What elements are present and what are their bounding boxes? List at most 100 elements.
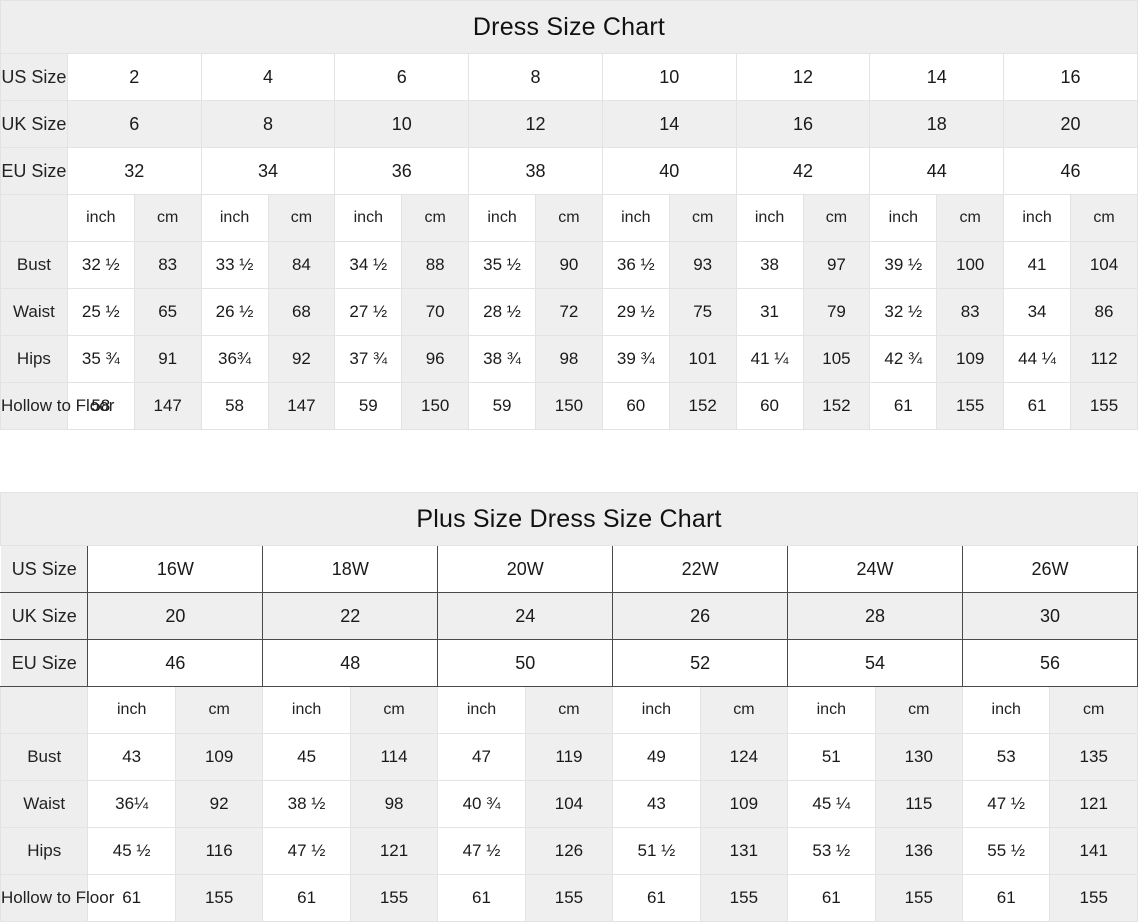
table-cell: 104 [524,780,614,828]
table-cell: 90 [535,241,603,289]
table-row-hips: Hips 35 ¾ 91 36¾ 92 37 ¾ 96 38 ¾ 98 39 ¾… [0,335,1138,383]
table-cell: 20 [1003,100,1138,148]
table-cell: 14 [601,100,737,148]
table-row-units: inch cm inch cm inch cm inch cm inch cm … [0,686,1138,734]
table-cell: 92 [174,780,264,828]
table-cell: 26W [961,545,1138,593]
table-cell: 22W [612,545,789,593]
table-cell: 16 [1003,53,1138,101]
table-cell: 155 [174,874,264,922]
table-cell: 136 [874,827,963,875]
table-cell: 10 [601,53,737,101]
table-cell: 36¾ [200,335,269,383]
dress-size-chart-block: Dress Size Chart US Size 2 4 6 8 10 12 1… [0,0,1138,430]
table-cell: 44 ¼ [1003,335,1071,383]
table-cell: 28 [787,592,963,640]
table-cell: 130 [874,733,963,781]
table-cell: 39 ½ [869,241,938,289]
table-cell: 61 [1003,382,1071,430]
table-cell: 155 [874,874,963,922]
page-title: Plus Size Dress Size Chart [0,492,1138,546]
table-cell: 59 [334,382,403,430]
unit-header-cm: cm [668,194,737,242]
table-cell: 59 [468,382,536,430]
row-label-hips: Hips [0,827,89,875]
table-cell: 34 [1003,288,1071,336]
table-cell: 39 ¾ [601,335,670,383]
table-cell: 75 [668,288,737,336]
table-cell: 20W [437,545,614,593]
table-cell: 60 [735,382,804,430]
table-cell: 37 ¾ [334,335,403,383]
unit-header-inch: inch [612,686,701,734]
table-cell: 2 [66,53,202,101]
table-cell: 8 [468,53,603,101]
dress-size-chart-title-row: Dress Size Chart [0,0,1138,54]
table-cell: 8 [200,100,336,148]
table-cell: 72 [535,288,603,336]
table-cell: 14 [869,53,1005,101]
row-label-waist: Waist [0,780,89,828]
plus-size-dress-size-chart-title-row: Plus Size Dress Size Chart [0,492,1138,546]
table-cell: 47 ½ [262,827,351,875]
table-cell: 86 [1070,288,1138,336]
table-cell: 79 [802,288,871,336]
table-cell: 83 [133,241,202,289]
table-cell: 68 [267,288,336,336]
table-row-us-size: US Size 16W 18W 20W 22W 24W 26W [0,545,1138,593]
table-cell: 126 [524,827,614,875]
row-label-units [0,194,68,242]
unit-header-cm: cm [267,194,336,242]
row-label-us-size: US Size [0,545,89,593]
table-cell: 56 [961,639,1138,687]
row-label-bust: Bust [0,241,68,289]
table-cell: 24W [787,545,963,593]
table-cell: 12 [468,100,603,148]
table-cell: 155 [349,874,439,922]
table-cell: 27 ½ [334,288,403,336]
unit-header-inch: inch [601,194,670,242]
table-row-eu-size: EU Size 46 48 50 52 54 56 [0,639,1138,687]
unit-header-inch: inch [869,194,938,242]
table-cell: 16 [735,100,871,148]
table-cell: 38 [468,147,603,195]
unit-header-cm: cm [936,194,1005,242]
table-cell: 45 ½ [87,827,176,875]
table-cell: 40 ¾ [437,780,526,828]
table-cell: 61 [437,874,526,922]
table-cell: 155 [524,874,614,922]
table-cell: 91 [133,335,202,383]
table-row-units: inch cm inch cm inch cm inch cm inch cm … [0,194,1138,242]
unit-header-inch: inch [1003,194,1071,242]
table-row-hollow-to-floor: Hollow to Floor 61 155 61 155 61 155 61 … [0,874,1138,922]
table-row-uk-size: UK Size 20 22 24 26 28 30 [0,592,1138,640]
table-row-waist: Waist 36¼ 92 38 ½ 98 40 ¾ 104 43 109 45 … [0,780,1138,828]
table-cell: 152 [668,382,737,430]
table-cell: 16W [87,545,264,593]
unit-header-inch: inch [437,686,526,734]
table-cell: 22 [262,592,439,640]
table-cell: 155 [1070,382,1138,430]
table-cell: 155 [699,874,789,922]
table-cell: 52 [612,639,789,687]
table-cell: 24 [437,592,614,640]
table-cell: 31 [735,288,804,336]
table-cell: 38 ¾ [468,335,536,383]
table-row-eu-size: EU Size 32 34 36 38 40 42 44 46 [0,147,1138,195]
table-cell: 147 [133,382,202,430]
table-cell: 46 [1003,147,1138,195]
table-cell: 83 [936,288,1005,336]
table-row-waist: Waist 25 ½ 65 26 ½ 68 27 ½ 70 28 ½ 72 29… [0,288,1138,336]
table-cell: 105 [802,335,871,383]
table-cell: 35 ½ [468,241,536,289]
row-label-uk-size: UK Size [0,592,89,640]
table-cell: 34 [200,147,336,195]
table-cell: 43 [612,780,701,828]
table-cell: 155 [936,382,1005,430]
table-cell: 58 [66,382,135,430]
table-cell: 6 [334,53,470,101]
table-cell: 112 [1070,335,1138,383]
table-row-bust: Bust 43 109 45 114 47 119 49 124 51 130 … [0,733,1138,781]
table-cell: 101 [668,335,737,383]
row-label-hollow-to-floor: Hollow to Floor [0,382,114,430]
